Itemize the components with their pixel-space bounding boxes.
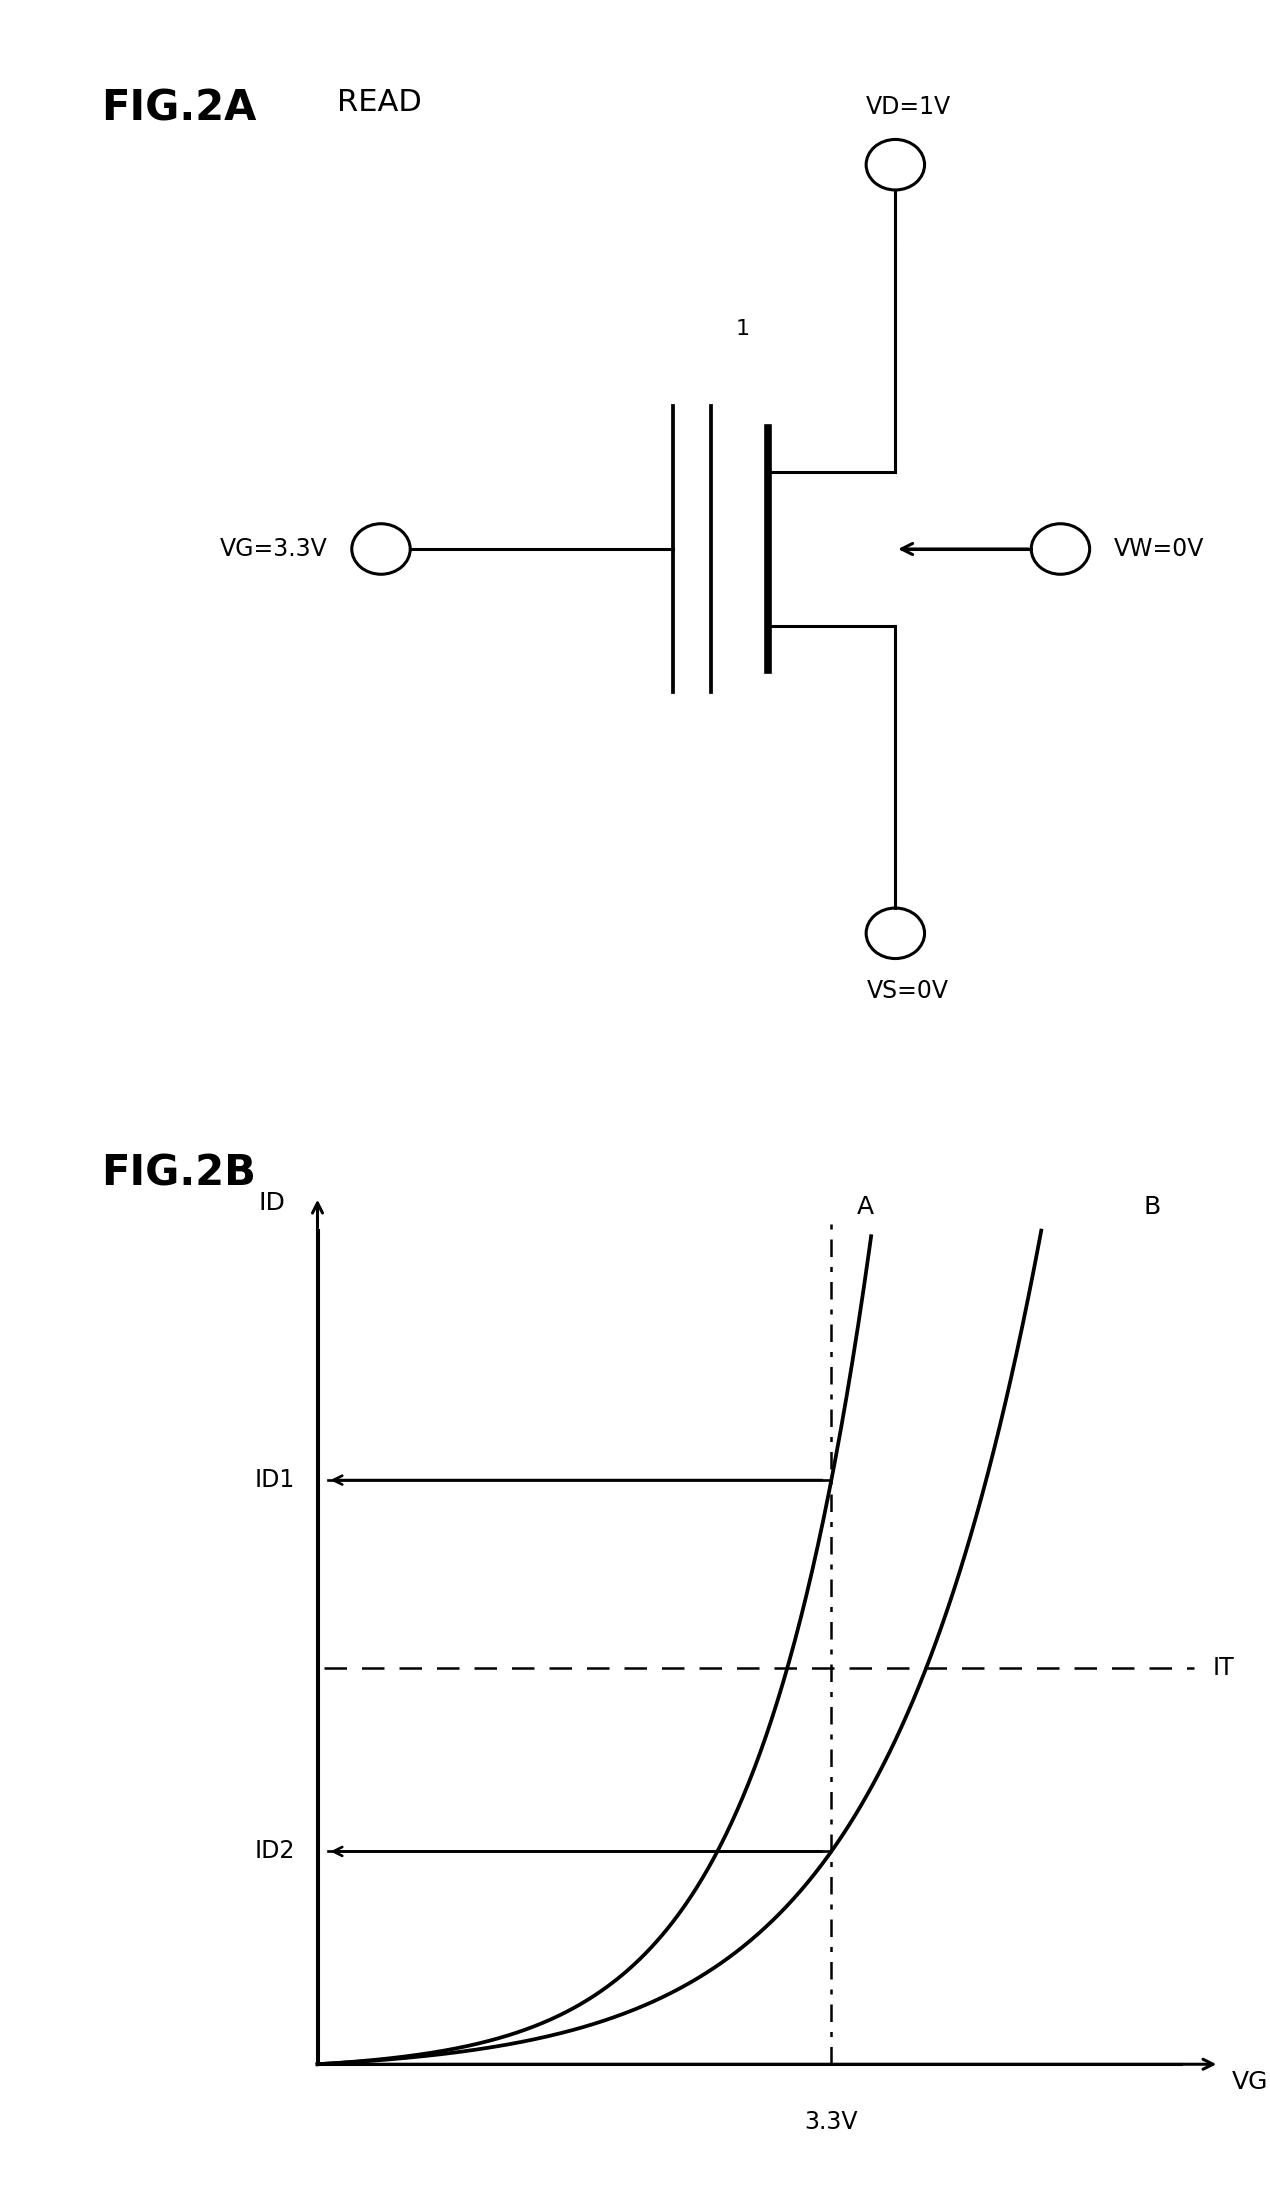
Text: A: A [857, 1195, 874, 1219]
Text: 1: 1 [735, 318, 751, 340]
Text: VW=0V: VW=0V [1114, 538, 1204, 560]
Text: VS=0V: VS=0V [867, 979, 949, 1004]
Text: ID1: ID1 [254, 1469, 295, 1491]
Text: FIG.2A: FIG.2A [102, 88, 257, 130]
Text: B: B [1143, 1195, 1161, 1219]
Text: IT: IT [1213, 1656, 1234, 1680]
Text: VD=1V: VD=1V [865, 94, 951, 119]
Text: ID2: ID2 [254, 1840, 295, 1864]
Text: FIG.2B: FIG.2B [102, 1153, 257, 1195]
Text: VG: VG [1232, 2069, 1269, 2093]
Text: 3.3V: 3.3V [805, 2110, 859, 2135]
Text: VG=3.3V: VG=3.3V [220, 538, 328, 560]
Text: ID: ID [259, 1190, 286, 1214]
Text: READ: READ [337, 88, 422, 116]
